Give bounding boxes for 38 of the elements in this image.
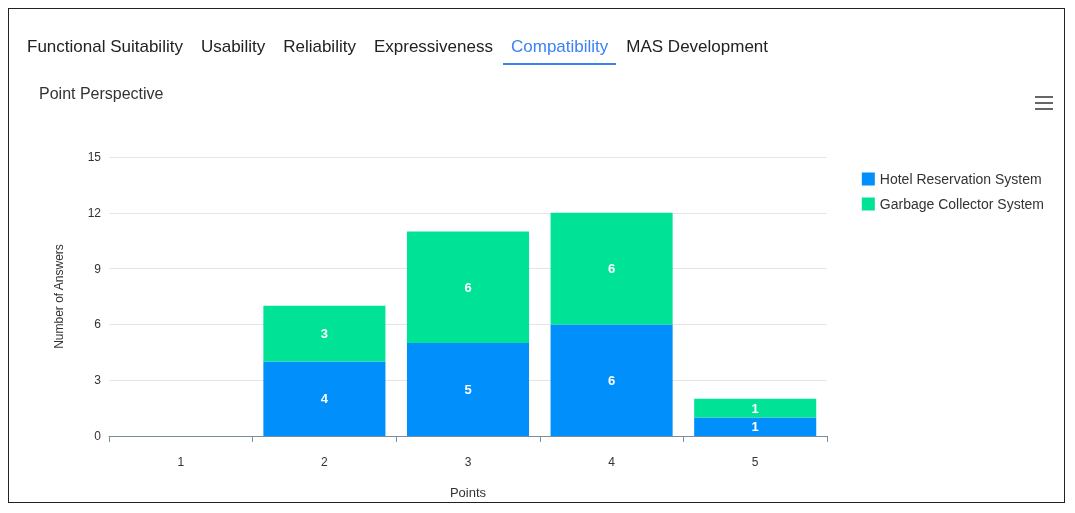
data-label: 6	[607, 372, 616, 388]
bar	[550, 212, 673, 325]
text: Reliability	[282, 36, 357, 58]
text: MAS Development	[625, 36, 770, 58]
data-label: 5	[464, 382, 472, 397]
x-tick-label: 4	[608, 455, 616, 469]
y-tick-label: 12	[87, 205, 102, 220]
text: Usability	[199, 36, 267, 58]
bar	[406, 231, 530, 343]
y-tick-label: 0	[94, 429, 102, 443]
text: Expressiveness	[372, 36, 494, 58]
bar	[550, 324, 673, 436]
bar	[263, 361, 386, 436]
text: Functional Suitability	[26, 36, 184, 58]
bar	[263, 305, 386, 362]
data-label: 4	[320, 391, 329, 407]
data-label: 3	[320, 326, 329, 342]
x-tick-label: 2	[321, 455, 329, 469]
bar	[694, 398, 817, 418]
y-tick-label: 6	[94, 317, 102, 332]
x-tick-label: 3	[464, 455, 472, 469]
y-tick-label: 15	[87, 150, 102, 164]
data-label: 6	[607, 261, 616, 277]
legend-label: Hotel Reservation System	[879, 171, 1042, 187]
y-axis-title: Number of Answers	[52, 244, 66, 349]
legend-label: Garbage Collector System	[879, 196, 1045, 212]
data-label: 1	[751, 400, 759, 416]
x-tick-label: 5	[751, 455, 759, 469]
bar	[694, 417, 817, 436]
data-label: 6	[464, 279, 472, 295]
x-axis-title: Points	[449, 485, 487, 500]
y-tick-label: 9	[94, 261, 102, 276]
bar	[406, 343, 530, 436]
x-tick-label: 1	[177, 455, 185, 469]
text: Compatibility	[502, 33, 617, 65]
chart-title: Point Perspective	[39, 85, 164, 103]
data-label: 1	[751, 419, 759, 435]
y-tick-label: 3	[94, 373, 102, 388]
